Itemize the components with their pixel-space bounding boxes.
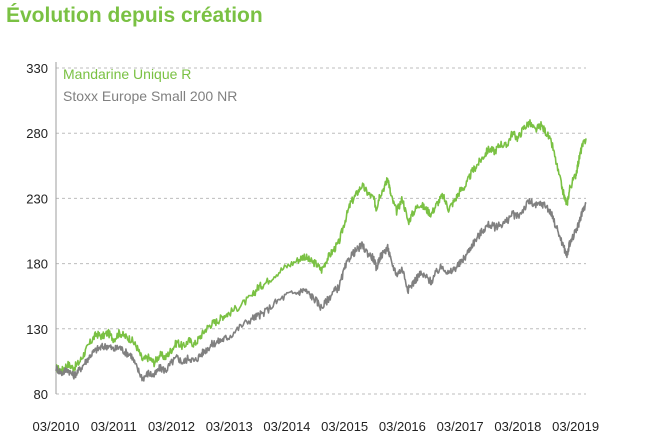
x-tick-label: 03/2017 xyxy=(437,419,484,434)
axes: 80 130 180 230 280 330 03/2010 03/2011 03/2012 03… xyxy=(26,61,599,434)
x-tick-label: 03/2010 xyxy=(33,419,80,434)
chart-title: Évolution depuis création xyxy=(6,4,263,27)
x-tick-label: 03/2011 xyxy=(91,419,137,434)
series-line-1 xyxy=(55,119,587,375)
y-tick-label: 280 xyxy=(26,126,48,141)
series-line-2 xyxy=(55,198,587,382)
x-tick-label: 03/2018 xyxy=(494,419,541,434)
x-tick-label: 03/2015 xyxy=(321,419,368,434)
legend: Mandarine Unique R Stoxx Europe Small 200… xyxy=(63,66,237,104)
x-tick-label: 03/2012 xyxy=(148,419,195,434)
legend-item-1: Mandarine Unique R xyxy=(63,66,191,82)
x-tick-label: 03/2013 xyxy=(206,419,253,434)
x-tick-label: 03/2014 xyxy=(263,419,310,434)
y-tick-label: 80 xyxy=(34,387,48,402)
x-tick-label: 03/2019 xyxy=(552,419,599,434)
y-tick-label: 130 xyxy=(26,322,48,337)
y-tick-label: 330 xyxy=(26,61,48,76)
y-tick-label: 230 xyxy=(26,191,48,206)
series-group xyxy=(55,119,587,382)
y-tick-label: 180 xyxy=(26,257,48,272)
grid xyxy=(56,67,586,395)
legend-item-2: Stoxx Europe Small 200 NR xyxy=(63,88,237,104)
x-tick-label: 03/2016 xyxy=(379,419,426,434)
